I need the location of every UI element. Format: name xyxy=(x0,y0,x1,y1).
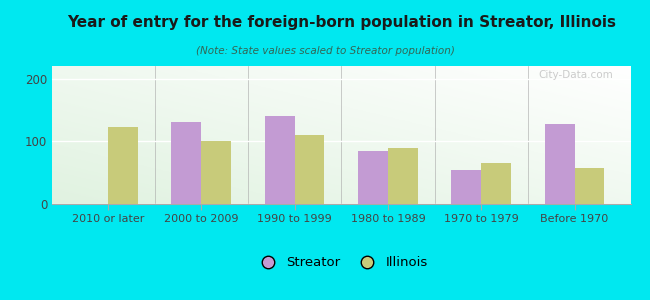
Text: City-Data.com: City-Data.com xyxy=(538,70,613,80)
Bar xyxy=(172,122,202,204)
Legend: Streator, Illinois: Streator, Illinois xyxy=(250,251,433,275)
Bar xyxy=(545,124,575,204)
Bar xyxy=(388,148,418,204)
Bar xyxy=(358,151,388,204)
Bar xyxy=(108,128,138,204)
Text: (Note: State values scaled to Streator population): (Note: State values scaled to Streator p… xyxy=(196,46,454,56)
Bar xyxy=(202,141,231,204)
Title: Year of entry for the foreign-born population in Streator, Illinois: Year of entry for the foreign-born popul… xyxy=(67,15,616,30)
Bar xyxy=(575,168,604,204)
Bar xyxy=(451,169,481,204)
Bar xyxy=(481,163,511,204)
Bar xyxy=(294,135,324,204)
Bar xyxy=(265,116,294,204)
